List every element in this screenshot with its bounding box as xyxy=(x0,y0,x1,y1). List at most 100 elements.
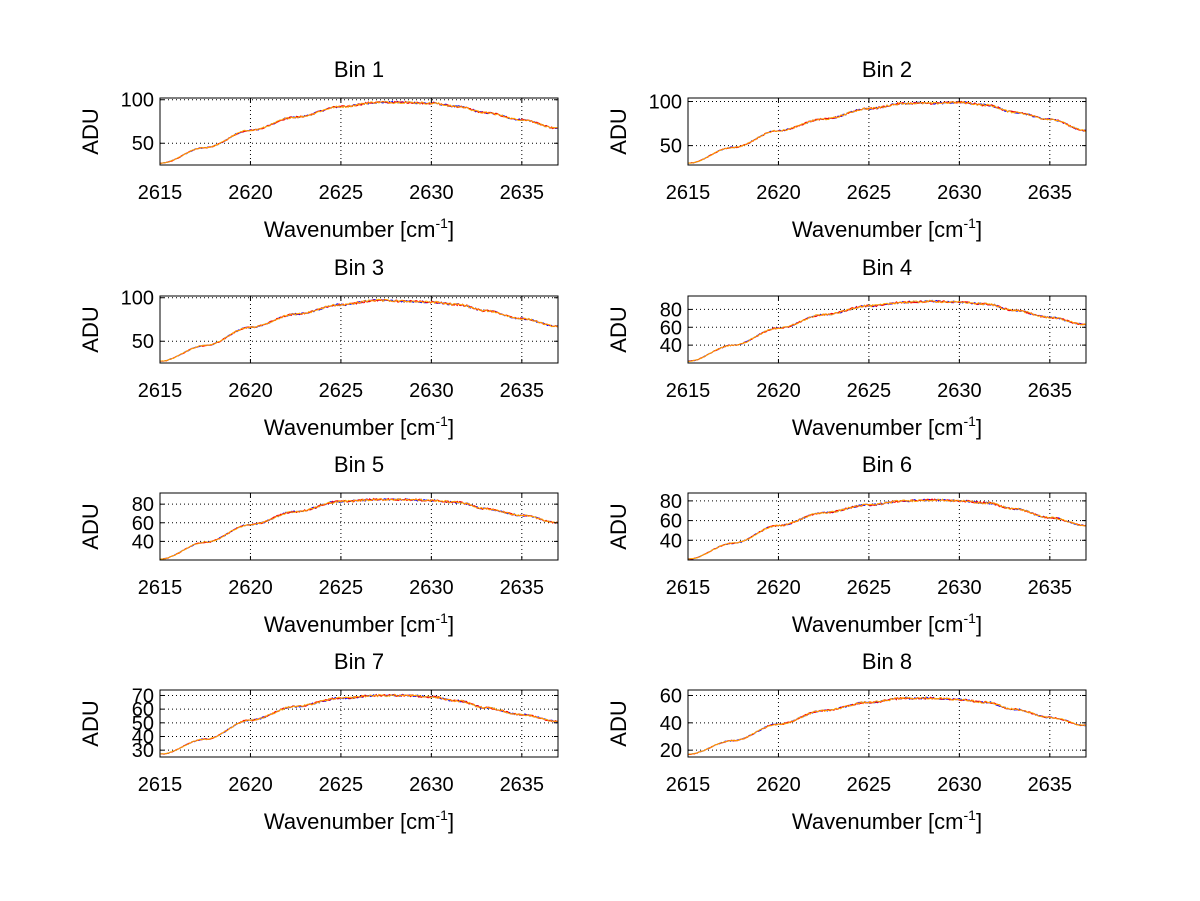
series-line-2 xyxy=(159,100,559,164)
subplot-title: Bin 3 xyxy=(334,255,384,280)
x-tick-label: 2615 xyxy=(666,577,711,599)
x-tick-label: 2635 xyxy=(1028,774,1073,796)
x-axis-label-end: ] xyxy=(448,612,454,637)
x-axis-label: Wavenumber [cm-1] xyxy=(792,807,982,834)
x-tick-label: 2630 xyxy=(409,774,454,796)
x-tick-label: 2615 xyxy=(666,182,711,204)
x-axis-label: Wavenumber [cm-1] xyxy=(792,413,982,440)
y-tick-label: 40 xyxy=(660,335,682,357)
y-axis-label: ADU xyxy=(78,503,103,549)
x-axis-label-end: ] xyxy=(448,809,454,834)
x-axis-label-text: Wavenumber [cm xyxy=(792,612,964,637)
x-axis-label-end: ] xyxy=(976,612,982,637)
y-tick-label: 80 xyxy=(660,299,682,321)
x-tick-label: 2615 xyxy=(138,380,183,402)
x-axis-label-end: ] xyxy=(976,217,982,242)
x-axis-label-sup: -1 xyxy=(436,413,449,429)
y-tick-label: 60 xyxy=(132,513,154,535)
y-axis-label: ADU xyxy=(78,108,103,154)
series-line-2 xyxy=(159,497,559,560)
x-axis-label-text: Wavenumber [cm xyxy=(792,809,964,834)
y-tick-label: 100 xyxy=(121,90,154,112)
x-tick-label: 2630 xyxy=(409,380,454,402)
subplot-title: Bin 1 xyxy=(334,57,384,82)
y-tick-label: 50 xyxy=(660,136,682,158)
x-tick-label: 2615 xyxy=(138,774,183,796)
y-axis-label: ADU xyxy=(78,700,103,746)
y-tick-label: 60 xyxy=(660,511,682,533)
axes-box xyxy=(687,295,1087,364)
series-line-1 xyxy=(687,498,1087,560)
x-axis-label-sup: -1 xyxy=(964,413,977,429)
x-tick-label: 2625 xyxy=(847,774,892,796)
x-axis-label: Wavenumber [cm-1] xyxy=(792,215,982,242)
x-axis-label-sup: -1 xyxy=(436,610,449,626)
y-tick-label: 100 xyxy=(121,288,154,310)
series-line-2 xyxy=(687,300,1087,362)
y-tick-label: 80 xyxy=(132,494,154,516)
series-line-3 xyxy=(159,497,559,560)
x-tick-label: 2620 xyxy=(228,577,273,599)
x-tick-label: 2615 xyxy=(138,182,183,204)
series-line-1 xyxy=(159,693,559,755)
x-tick-label: 2625 xyxy=(319,774,364,796)
x-tick-label: 2630 xyxy=(937,182,982,204)
series-line-2 xyxy=(687,498,1087,560)
x-axis-label-sup: -1 xyxy=(436,215,449,231)
x-tick-label: 2625 xyxy=(847,577,892,599)
x-tick-label: 2620 xyxy=(756,774,801,796)
x-tick-label: 2620 xyxy=(228,380,273,402)
y-axis-label: ADU xyxy=(606,700,631,746)
subplot-bin-2: 2615 2620 2625 2630 2635 50 100 Bin 2 Wavenumber… xyxy=(606,57,1087,242)
series-line-3 xyxy=(687,696,1086,755)
series-line-2 xyxy=(160,298,559,362)
subplot-bin-8: 2615 2620 2625 2630 2635 20 40 60 Bin 8 Wavenumbe… xyxy=(606,649,1087,834)
x-tick-label: 2620 xyxy=(756,577,801,599)
series-line-3 xyxy=(159,298,559,362)
x-axis-label-text: Wavenumber [cm xyxy=(792,217,964,242)
axes-box xyxy=(159,689,559,758)
y-axis-label: ADU xyxy=(606,108,631,154)
y-tick-label: 50 xyxy=(132,713,154,735)
y-axis-label: ADU xyxy=(606,503,631,549)
y-tick-label: 80 xyxy=(660,491,682,513)
x-tick-label: 2625 xyxy=(319,380,364,402)
x-tick-label: 2615 xyxy=(666,774,711,796)
x-tick-label: 2635 xyxy=(1028,577,1073,599)
x-axis-label-sup: -1 xyxy=(964,215,977,231)
x-tick-label: 2615 xyxy=(666,380,711,402)
x-tick-label: 2615 xyxy=(138,577,183,599)
x-axis-label-sup: -1 xyxy=(964,807,977,823)
x-tick-label: 2620 xyxy=(756,380,801,402)
x-tick-label: 2630 xyxy=(409,182,454,204)
x-tick-label: 2635 xyxy=(1028,182,1073,204)
x-axis-label-text: Wavenumber [cm xyxy=(264,217,436,242)
x-axis-label: Wavenumber [cm-1] xyxy=(264,215,454,242)
y-tick-label: 40 xyxy=(660,530,682,552)
axes-box xyxy=(687,97,1087,166)
x-axis-label-text: Wavenumber [cm xyxy=(264,809,436,834)
y-axis-label: ADU xyxy=(606,306,631,352)
y-tick-label: 100 xyxy=(649,92,682,114)
x-axis-label: Wavenumber [cm-1] xyxy=(264,610,454,637)
series-line-3 xyxy=(687,299,1087,362)
series-line-1 xyxy=(687,299,1087,362)
axes-box xyxy=(159,295,559,364)
series-line-1 xyxy=(159,497,559,560)
x-axis-label: Wavenumber [cm-1] xyxy=(264,807,454,834)
subplot-title: Bin 8 xyxy=(862,649,912,674)
x-tick-label: 2620 xyxy=(756,182,801,204)
axes-box xyxy=(687,689,1087,758)
series-line-2 xyxy=(159,693,559,755)
series-line-3 xyxy=(159,693,559,755)
x-axis-label-text: Wavenumber [cm xyxy=(264,415,436,440)
series-line-1 xyxy=(688,100,1087,164)
x-axis-label-sup: -1 xyxy=(964,610,977,626)
x-tick-label: 2635 xyxy=(500,182,545,204)
y-tick-label: 70 xyxy=(132,685,154,707)
